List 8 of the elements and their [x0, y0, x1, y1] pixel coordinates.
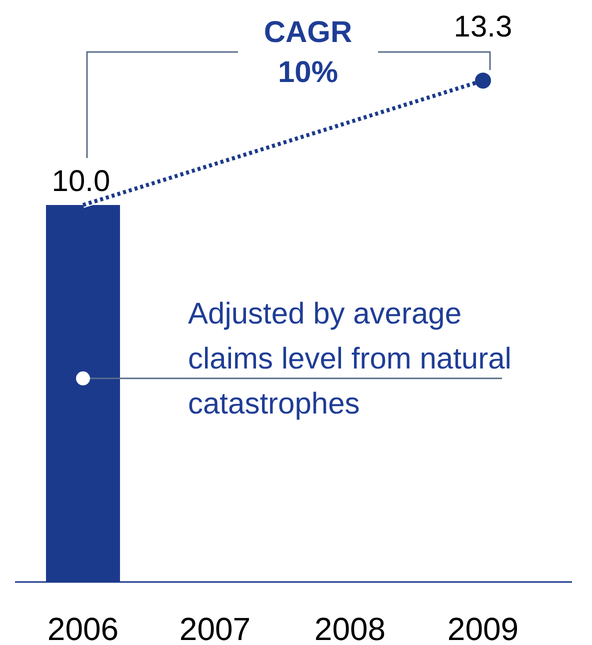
x-tick-label: 2008	[314, 611, 386, 645]
x-tick-label: 2006	[47, 611, 119, 645]
annotation: CAGR 10%	[264, 16, 352, 89]
data-label: 13.3	[454, 10, 512, 44]
data-label: 10.0	[52, 165, 110, 198]
x-tick-label: 2009	[447, 611, 519, 645]
x-tick-label: 2007	[179, 611, 251, 645]
annotation: Adjusted by average claims level from natural catastrophes	[188, 297, 512, 420]
